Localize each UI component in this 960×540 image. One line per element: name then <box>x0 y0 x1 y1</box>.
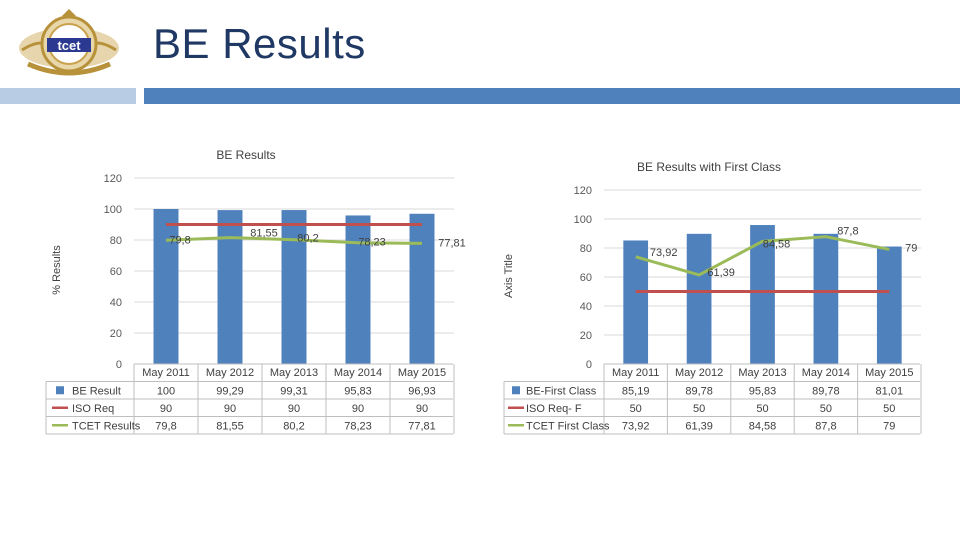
be-line-data-label: 77,81 <box>438 237 466 249</box>
first-class-line-data-label: 73,92 <box>650 247 678 259</box>
first-class-legend-label: TCET First Class <box>526 420 610 432</box>
be-legend-label: ISO Req <box>72 403 114 415</box>
be-y-tick-label: 120 <box>104 173 122 185</box>
be-table-cell: 90 <box>288 403 300 415</box>
first-class-table-cell: 79 <box>883 420 895 432</box>
be-bar <box>345 215 371 364</box>
be-bar <box>409 213 435 364</box>
be-category-label: May 2014 <box>334 367 382 379</box>
be-line-data-label: 79,8 <box>169 234 190 246</box>
first-class-bar <box>750 225 775 364</box>
first-class-table-cell: 89,78 <box>812 385 840 397</box>
first-class-chart-title: BE Results with First Class <box>637 160 781 174</box>
first-class-category-label: May 2015 <box>865 367 913 379</box>
first-class-table-cell: 50 <box>756 403 768 415</box>
first-class-line-tcet <box>635 235 890 277</box>
first-class-y-tick-label: 80 <box>580 243 592 255</box>
first-class-table-cell: 50 <box>693 403 705 415</box>
be-line-tcet <box>165 236 423 245</box>
first-class-table-cell: 95,83 <box>749 385 777 397</box>
first-class-legend-label: ISO Req- F <box>526 403 582 415</box>
be-table-cell: 100 <box>157 385 175 397</box>
be-category-label: May 2013 <box>270 367 318 379</box>
be-table-cell: 78,23 <box>344 420 372 432</box>
be-table-cell: 81,55 <box>216 420 244 432</box>
page-title: BE Results <box>153 20 366 67</box>
first-class-category-label: May 2014 <box>802 367 850 379</box>
be-y-axis-label: % Results <box>51 245 63 295</box>
first-class-line-data-label: 61,39 <box>707 267 735 279</box>
first-class-bar <box>876 246 902 364</box>
first-class-bar <box>813 233 839 364</box>
first-class-category-label: May 2012 <box>675 367 723 379</box>
tcet-logo: tcet <box>19 9 119 76</box>
be-table-cell: 99,29 <box>216 385 244 397</box>
be-y-tick-label: 40 <box>110 297 122 309</box>
first-class-table-cell: 50 <box>883 403 895 415</box>
be-table-cell: 96,93 <box>408 385 436 397</box>
be-line-data-label: 81,55 <box>250 228 278 240</box>
first-class-table-cell: 87,8 <box>815 420 836 432</box>
be-y-tick-label: 80 <box>110 235 122 247</box>
first-class-legend-label: BE-First Class <box>526 385 597 397</box>
first-class-y-tick-label: 20 <box>580 330 592 342</box>
first-class-line-data-label: 87,8 <box>837 226 858 238</box>
be-table-cell: 90 <box>160 403 172 415</box>
first-class-table-cell: 85,19 <box>622 385 650 397</box>
be-y-tick-label: 0 <box>116 359 122 371</box>
be-line-data-label: 80,2 <box>297 233 318 245</box>
first-class-legend-swatch <box>512 386 520 395</box>
be-first-class-chart: BE Results with First Class Axis Title 0 20… <box>503 160 922 435</box>
header-accent-bar <box>144 88 960 104</box>
be-table-cell: 99,31 <box>280 385 308 397</box>
logo-text: tcet <box>57 38 81 53</box>
be-table-cell: 90 <box>352 403 364 415</box>
be-table-cell: 79,8 <box>155 420 176 432</box>
be-category-label: May 2011 <box>142 367 190 379</box>
be-table-cell: 90 <box>224 403 236 415</box>
first-class-table-cell: 89,78 <box>685 385 713 397</box>
be-y-tick-label: 60 <box>110 266 122 278</box>
be-legend-label: BE Result <box>72 385 121 397</box>
first-class-table-cell: 84,58 <box>749 420 777 432</box>
first-class-y-tick-label: 60 <box>580 272 592 284</box>
first-class-table-cell: 50 <box>630 403 642 415</box>
first-class-line-data-label: 79 <box>905 242 917 254</box>
be-line-data-label: 78,23 <box>358 237 386 249</box>
be-y-tick-label: 100 <box>104 204 122 216</box>
first-class-bar <box>623 240 649 364</box>
be-table-cell: 95,83 <box>344 385 372 397</box>
be-table-cell: 90 <box>416 403 428 415</box>
first-class-table-cell: 50 <box>820 403 832 415</box>
first-class-y-tick-label: 100 <box>574 214 592 226</box>
first-class-y-tick-label: 120 <box>574 185 592 197</box>
be-category-label: May 2012 <box>206 367 254 379</box>
first-class-y-tick-label: 0 <box>586 359 592 371</box>
be-table-cell: 77,81 <box>408 420 436 432</box>
first-class-line-data-label: 84,58 <box>763 238 791 250</box>
first-class-table-cell: 81,01 <box>876 385 904 397</box>
be-bar <box>153 209 179 364</box>
be-results-chart: BE Results % Results 0 20 40 60 80 100 120 79,8 81… <box>45 148 466 435</box>
be-legend-label: TCET Results <box>72 420 141 432</box>
be-y-tick-label: 20 <box>110 328 122 340</box>
first-class-table-cell: 61,39 <box>685 420 713 432</box>
first-class-y-tick-label: 40 <box>580 301 592 313</box>
first-class-category-label: May 2011 <box>612 367 660 379</box>
first-class-bar <box>686 233 712 364</box>
be-table-cell: 80,2 <box>283 420 304 432</box>
first-class-table-cell: 73,92 <box>622 420 650 432</box>
be-category-label: May 2015 <box>398 367 446 379</box>
first-class-y-axis-label: Axis Title <box>503 254 515 298</box>
be-legend-swatch <box>56 386 64 395</box>
be-chart-title: BE Results <box>216 148 275 162</box>
be-bar <box>217 210 243 364</box>
be-bar <box>281 210 307 364</box>
first-class-category-label: May 2013 <box>738 367 786 379</box>
header-accent-bar-light <box>0 88 136 104</box>
